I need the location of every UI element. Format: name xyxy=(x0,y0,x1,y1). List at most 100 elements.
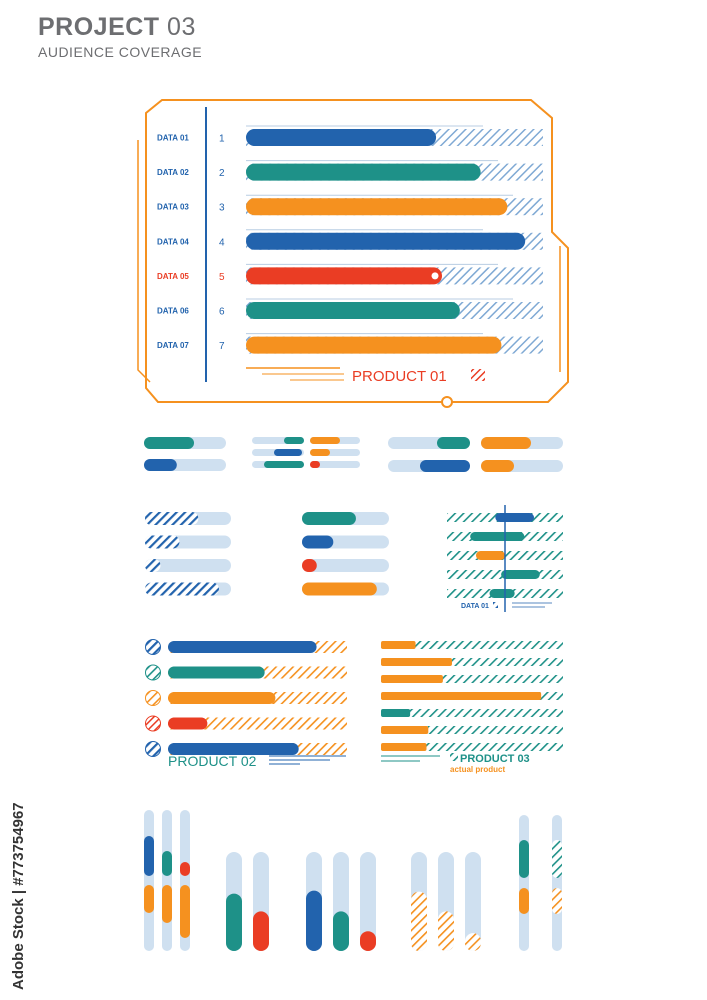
v-bar xyxy=(306,890,322,951)
legend-product-03: PRODUCT 03 xyxy=(460,753,530,765)
bar-6 xyxy=(381,726,429,734)
bar-1 xyxy=(246,129,437,146)
stock-credit: Adobe Stock | #773754967 xyxy=(6,765,32,990)
index-label: 5 xyxy=(219,272,225,283)
pill-bar xyxy=(481,437,531,449)
series-marker xyxy=(145,741,161,757)
v-bar xyxy=(162,851,172,876)
index-label: 4 xyxy=(219,237,225,248)
v-bar xyxy=(162,885,172,923)
v-bar xyxy=(333,911,349,951)
bar-4 xyxy=(168,717,208,730)
bar-track xyxy=(381,675,563,683)
category-label: DATA 05 xyxy=(157,272,189,281)
bar-2 xyxy=(381,658,452,666)
v-bar xyxy=(180,862,190,876)
bar-track xyxy=(168,717,347,730)
category-label: DATA 04 xyxy=(157,237,189,246)
hatched-track xyxy=(145,559,231,572)
index-label: 2 xyxy=(219,168,225,179)
range-bar xyxy=(489,589,515,598)
frame-panel-1 xyxy=(137,99,569,408)
v-track xyxy=(465,852,481,951)
pill-bar xyxy=(302,559,317,572)
pill-bar xyxy=(302,535,334,549)
range-bar xyxy=(476,551,505,560)
pill-bar xyxy=(437,437,470,449)
category-label: DATA 01 xyxy=(157,134,189,143)
range-bar xyxy=(495,513,534,522)
v-track xyxy=(552,815,562,951)
hatched-progress-bars xyxy=(145,512,231,596)
range-bar xyxy=(501,570,540,579)
v-track xyxy=(144,810,154,951)
mini-bar xyxy=(264,461,304,468)
chart-product-02: PRODUCT 02 xyxy=(145,639,347,769)
bar-4 xyxy=(246,232,526,250)
v-bar xyxy=(253,911,269,951)
chart-product-01: DATA 01 1 DATA 02 2 DATA 03 3 DATA 04 4 DATA 05 5… xyxy=(157,125,543,354)
bar-track xyxy=(381,658,563,666)
vertical-bar-widgets xyxy=(144,810,562,951)
bar-track xyxy=(381,641,563,649)
bar-2 xyxy=(168,666,265,679)
index-label: 7 xyxy=(219,341,225,352)
index-label: 6 xyxy=(219,307,225,318)
stock-credit-text: Adobe Stock | #773754967 xyxy=(10,802,27,990)
title-bold: PROJECT xyxy=(38,13,160,41)
bar-track xyxy=(381,743,563,751)
v-bar xyxy=(180,885,190,938)
bar-2 xyxy=(246,163,481,181)
v-bar-hatched xyxy=(411,891,427,951)
range-bar xyxy=(470,532,525,541)
mini-bar xyxy=(310,461,320,468)
category-label: DATA 06 xyxy=(157,307,189,316)
legend-hatch-icon xyxy=(471,369,485,381)
bar-4 xyxy=(381,692,542,700)
v-bar xyxy=(519,840,529,878)
category-label: DATA 07 xyxy=(157,341,189,350)
bar-6 xyxy=(246,302,460,319)
pill-bar xyxy=(302,582,377,596)
series-marker xyxy=(145,690,161,706)
legend-product-01: PRODUCT 01 xyxy=(352,368,447,385)
pill-bar xyxy=(302,512,356,525)
bar-1 xyxy=(381,641,416,649)
bar-track xyxy=(381,726,563,734)
bar-7 xyxy=(381,743,427,751)
mini-bar xyxy=(274,449,302,456)
pill-bar xyxy=(420,460,470,472)
pill-bar xyxy=(144,437,195,449)
index-label: 3 xyxy=(219,203,225,214)
page-subtitle: AUDIENCE COVERAGE xyxy=(38,44,203,60)
index-label: 1 xyxy=(219,134,225,145)
hatched-bar xyxy=(145,582,219,596)
mini-pill-widgets xyxy=(144,437,563,472)
v-bar xyxy=(519,888,529,914)
bar-1 xyxy=(168,641,317,653)
title-number: 03 xyxy=(167,13,196,41)
range-label: DATA 01 xyxy=(461,603,489,610)
category-label: DATA 03 xyxy=(157,203,189,212)
hatched-bar xyxy=(145,559,161,572)
hatched-bar xyxy=(145,535,180,549)
v-bar xyxy=(226,893,242,951)
bar-3 xyxy=(381,675,443,683)
bar-5 xyxy=(246,267,443,285)
header: PROJECT 03 AUDIENCE COVERAGE xyxy=(38,12,202,60)
pill-bar xyxy=(144,459,177,471)
page-title: PROJECT 03 xyxy=(38,12,202,42)
v-track xyxy=(162,810,172,951)
bar-3 xyxy=(168,692,276,704)
bar-3 xyxy=(246,198,508,216)
bar-track xyxy=(381,709,563,717)
mini-bar xyxy=(310,437,340,444)
v-track xyxy=(360,852,376,951)
category-label: DATA 02 xyxy=(157,168,189,177)
pill-bar xyxy=(481,460,514,472)
range-label-icon xyxy=(493,602,498,608)
mixed-progress-bars xyxy=(302,512,389,596)
legend-product-02: PRODUCT 02 xyxy=(168,753,257,769)
